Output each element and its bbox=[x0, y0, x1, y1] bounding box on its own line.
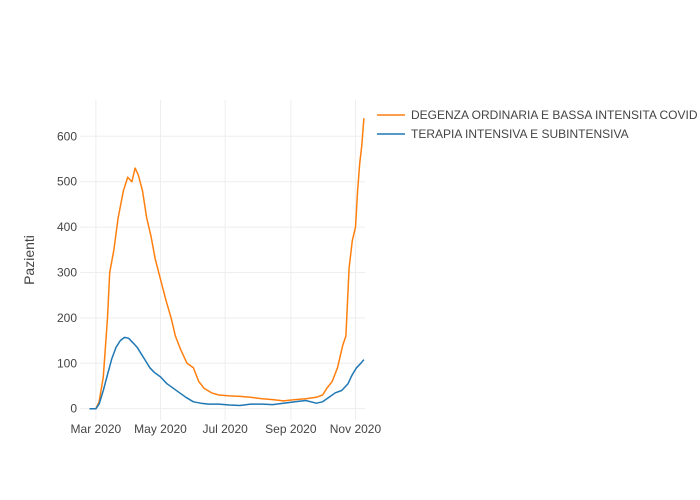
y-tick-label: 100 bbox=[57, 356, 77, 370]
y-tick-label: 200 bbox=[57, 311, 77, 325]
y-tick-label: 400 bbox=[57, 220, 77, 234]
y-tick-label: 500 bbox=[57, 175, 77, 189]
x-tick-label: Sep 2020 bbox=[265, 422, 317, 436]
legend-item-2[interactable]: TERAPIA INTENSIVA E SUBINTENSIVA bbox=[377, 127, 629, 141]
x-tick-label: May 2020 bbox=[134, 422, 187, 436]
y-tick-label: 600 bbox=[57, 129, 77, 143]
series-lines bbox=[89, 118, 365, 410]
x-tick-label: Nov 2020 bbox=[330, 422, 382, 436]
series-line-2 bbox=[89, 336, 365, 410]
x-tick-label: Mar 2020 bbox=[71, 422, 122, 436]
legend-label: DEGENZA ORDINARIA E BASSA INTENSITA COVI… bbox=[411, 108, 698, 122]
series-line-1 bbox=[89, 118, 365, 410]
legend[interactable]: DEGENZA ORDINARIA E BASSA INTENSITA COVI… bbox=[377, 108, 698, 141]
y-axis-title: Pazienti bbox=[21, 235, 37, 285]
legend-label: TERAPIA INTENSIVA E SUBINTENSIVA bbox=[411, 127, 629, 141]
y-axis-ticks: 0 100 200 300 400 500 600 bbox=[57, 129, 77, 415]
x-axis-ticks: Mar 2020 May 2020 Jul 2020 Sep 2020 Nov 2020 bbox=[71, 422, 382, 436]
y-tick-label: 300 bbox=[57, 265, 77, 279]
gridlines bbox=[80, 100, 365, 420]
legend-item-1[interactable]: DEGENZA ORDINARIA E BASSA INTENSITA COVI… bbox=[377, 108, 698, 122]
x-tick-label: Jul 2020 bbox=[202, 422, 248, 436]
y-tick-label: 0 bbox=[70, 402, 77, 416]
